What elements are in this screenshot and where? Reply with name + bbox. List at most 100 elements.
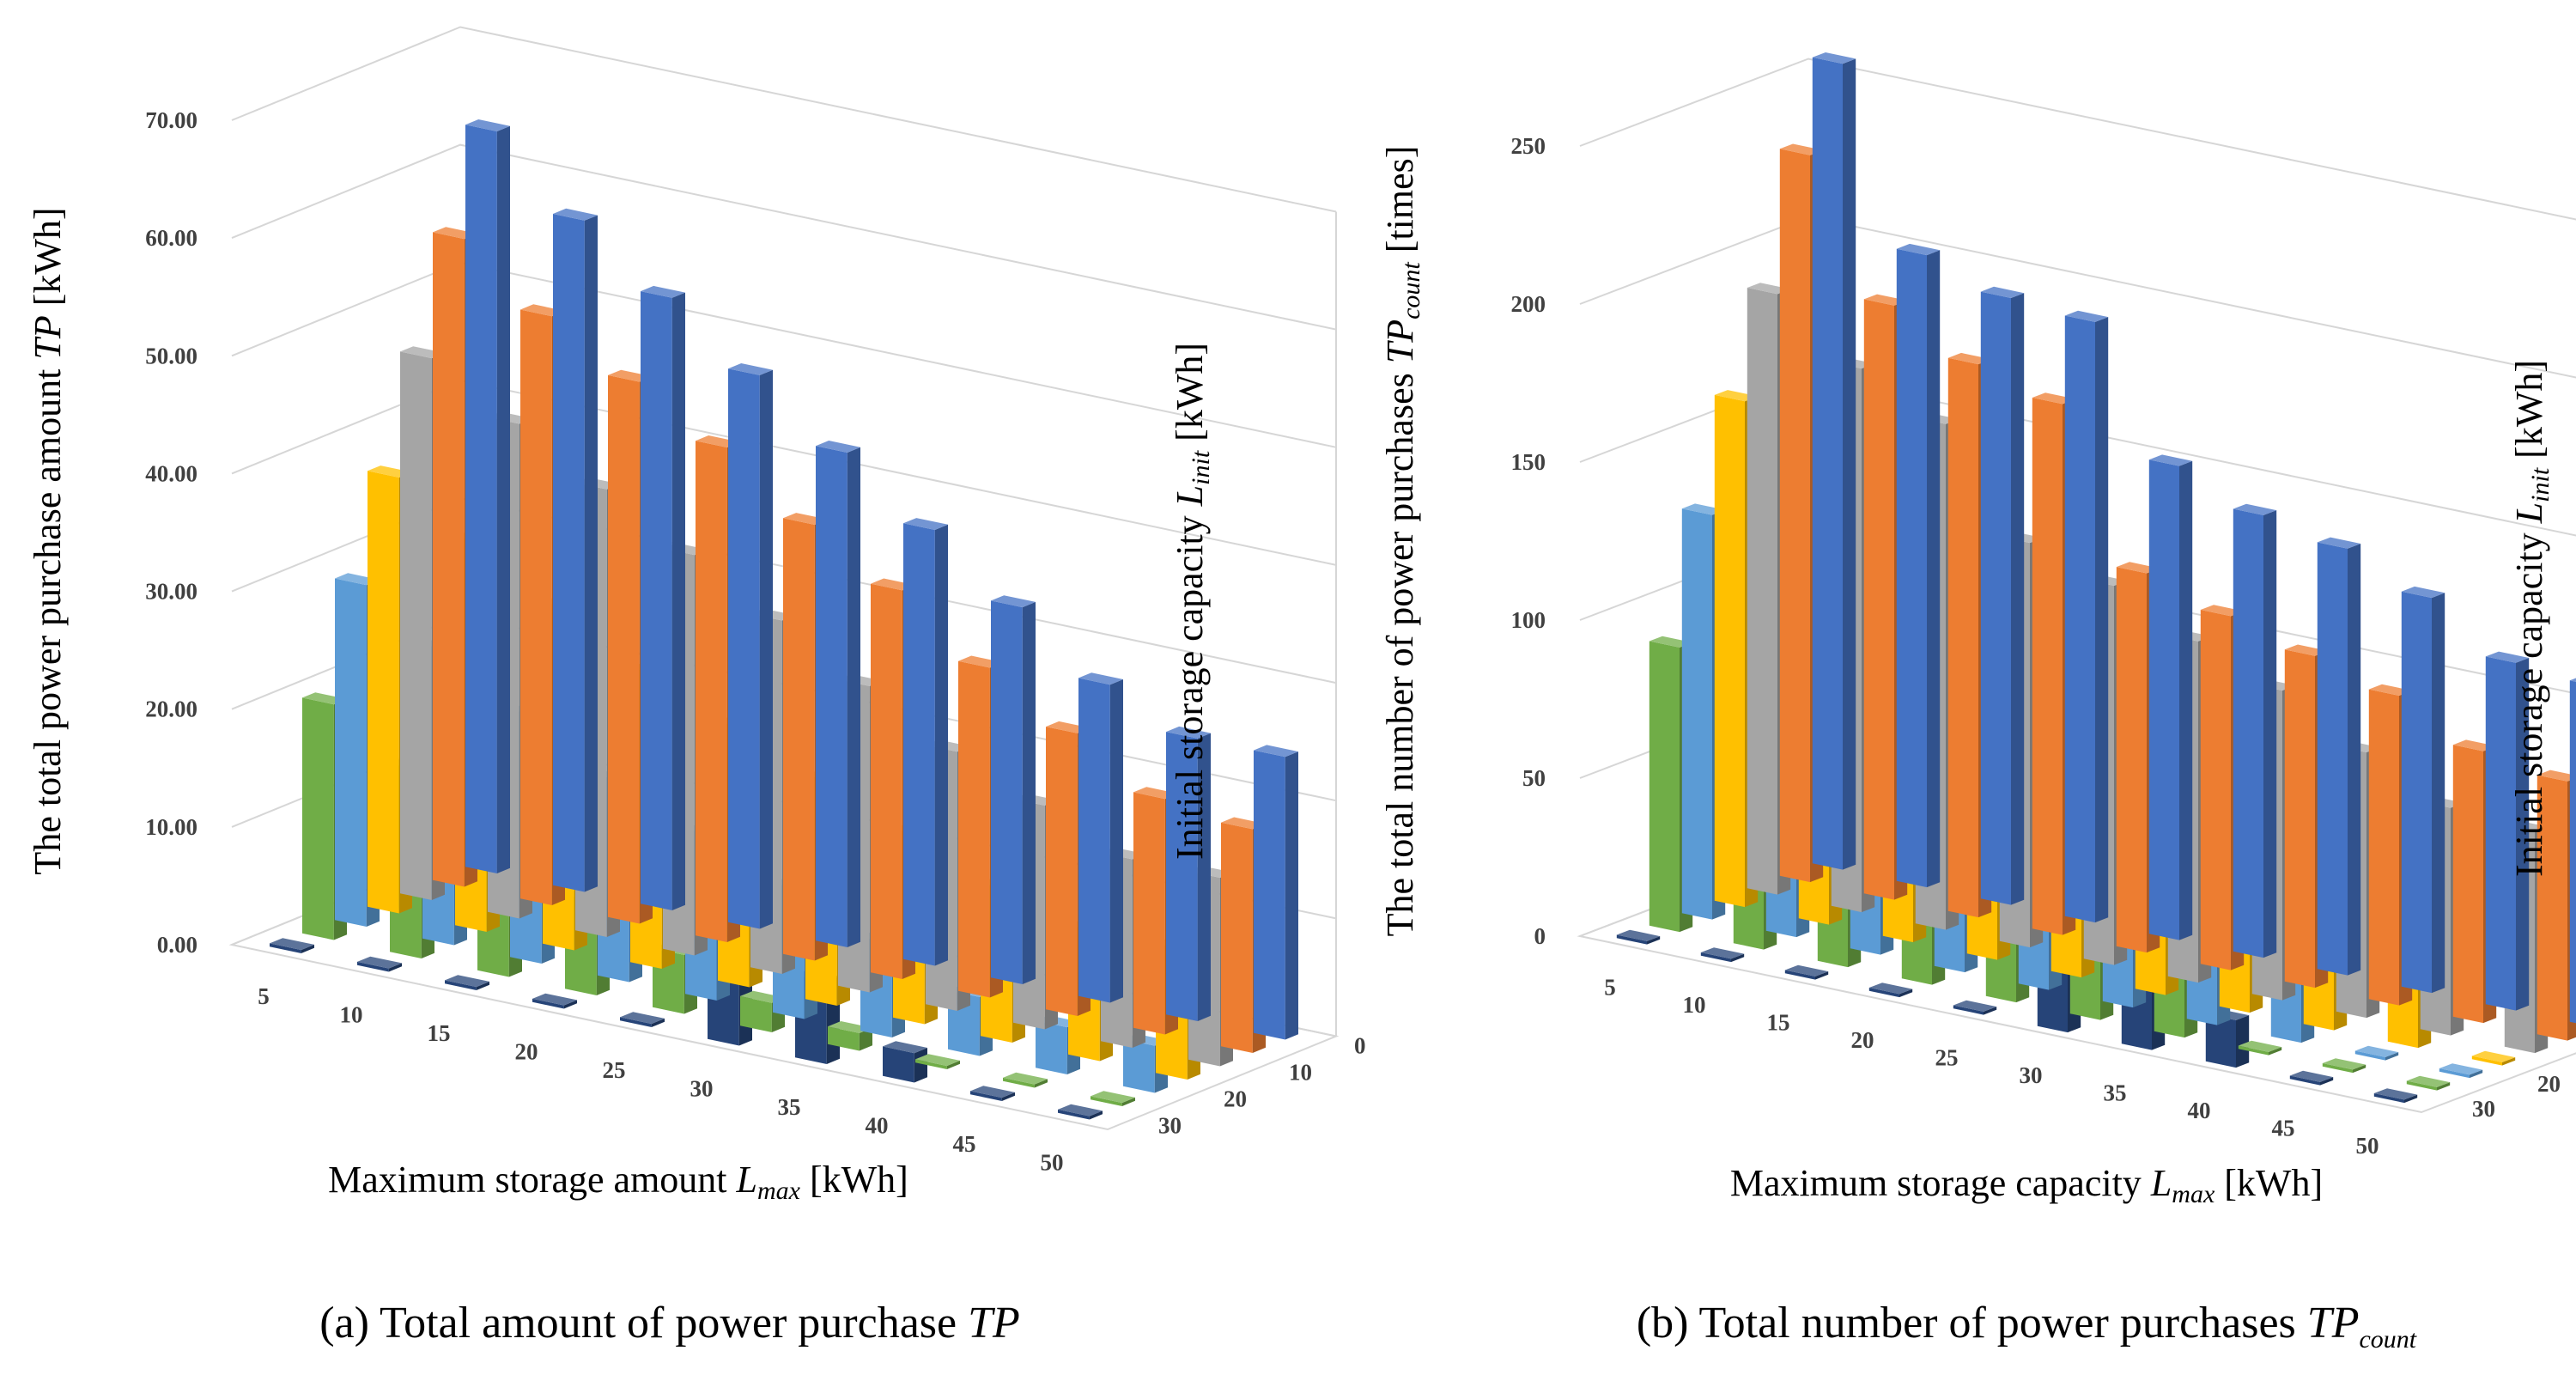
bar-30-20 [532, 993, 577, 1009]
x-axis-title-sub: max [2172, 1180, 2215, 1208]
caption-var: TP [2307, 1299, 2360, 1348]
x-tick-label: 35 [778, 1094, 801, 1120]
bar-side [946, 1060, 960, 1069]
bar-front [1863, 299, 1894, 900]
bar-front [2116, 567, 2147, 953]
bar-side [847, 447, 860, 947]
bar-front [532, 998, 564, 1009]
x-tick-label: 25 [603, 1057, 626, 1083]
bar-front [1078, 678, 1110, 1003]
bar-front [883, 1046, 914, 1083]
bar-top [445, 975, 489, 988]
bar-top [2148, 454, 2193, 466]
bar-top [1078, 672, 1123, 685]
bar-0-50 [2569, 678, 2576, 1024]
bar-side [1731, 953, 1745, 963]
x-tick-label: 10 [1683, 992, 1706, 1018]
bar-30-20 [1868, 983, 1913, 998]
bar-25-50 [1091, 1091, 1135, 1106]
x-tick-label: 20 [1851, 1027, 1874, 1053]
bar-top [1003, 1072, 1048, 1085]
bar-front [302, 697, 334, 940]
bar-front [915, 1059, 947, 1069]
bar-30-15 [445, 975, 489, 990]
bar-front [1058, 1109, 1090, 1120]
bar-front [1980, 291, 2011, 905]
bar-side [859, 1027, 872, 1051]
bar-front [1779, 149, 1810, 883]
bar-0-5 [1812, 52, 1856, 870]
bar-front [1947, 357, 1978, 918]
bar-side [1001, 1092, 1015, 1101]
bar-top [2200, 605, 2245, 617]
bar-side [2404, 1094, 2418, 1104]
bar-side [2385, 1052, 2399, 1061]
gridline [1579, 58, 2576, 221]
bar-0-15 [641, 285, 685, 911]
bar-front [903, 523, 935, 966]
bar-front [620, 1017, 652, 1027]
bar-top [2373, 1088, 2418, 1100]
bar-front [1046, 727, 1078, 1016]
bar-side [2470, 1069, 2483, 1079]
bar-30-25 [620, 1012, 665, 1027]
bar-top [1812, 52, 1856, 64]
bar-30-25 [1953, 1000, 1997, 1015]
bar-front [608, 374, 640, 924]
bar-front [1036, 1020, 1067, 1074]
x-tick-label: 5 [1604, 974, 1616, 1000]
y-tick-label: 200 [1511, 291, 1546, 317]
bar-0-25 [816, 441, 860, 947]
bar-front [368, 471, 399, 914]
bar-side [2516, 658, 2530, 1011]
bar-front [2289, 1075, 2320, 1086]
bar-top [2354, 1045, 2399, 1057]
bar-side [1022, 601, 1036, 984]
bar-25-45 [1003, 1072, 1048, 1088]
bar-side [1927, 250, 1941, 888]
bar-top [1863, 294, 1908, 306]
bar-0-40 [1078, 672, 1123, 1003]
bar-30-10 [357, 956, 402, 972]
bar-side [2432, 593, 2445, 994]
bar-top [2238, 1040, 2282, 1052]
bar-0-45 [2485, 651, 2530, 1011]
x-axis-title-main: Maximum storage amount [328, 1159, 736, 1201]
bar-side [1984, 1007, 1997, 1015]
y-axis-title-unit: [times] [1379, 146, 1421, 263]
z-axis-title-main: Initial storage capacity [2508, 523, 2550, 877]
bar-top [1700, 947, 1745, 959]
z-tick-label: 20 [1224, 1086, 1247, 1111]
bar-front [816, 446, 848, 947]
bar-side [1899, 989, 1913, 998]
x-tick-label: 30 [690, 1075, 714, 1101]
caption-main: (a) Total amount of power purchase [319, 1299, 968, 1348]
bar-side [476, 981, 489, 990]
bar-front [270, 943, 301, 953]
bar-top [2317, 537, 2361, 549]
chart-total-count: 0501001502002505101520253035404550010203… [1379, 52, 2576, 1354]
bar-top [2032, 392, 2076, 405]
bar-top [1254, 745, 1298, 757]
bar-25-40 [2238, 1040, 2282, 1056]
bar-top [2537, 770, 2576, 782]
z-tick-label: 30 [2472, 1096, 2495, 1122]
z-axis-title: Initial storage capacity Linit [kWh] [2508, 360, 2555, 877]
bar-25-45 [2322, 1058, 2366, 1074]
bar-20-50 [2439, 1063, 2483, 1079]
x-tick-label: 40 [2188, 1098, 2211, 1123]
bar-top [1779, 143, 1824, 155]
bar-front [1953, 1005, 1984, 1015]
bar-side [2179, 460, 2193, 940]
bar-30-45 [2289, 1070, 2334, 1086]
bar-front [520, 309, 552, 905]
bar-25-40 [915, 1054, 960, 1069]
bar-front [433, 232, 465, 887]
y-axis-title-main: The total number of power purchases [1379, 363, 1421, 936]
bar-side [496, 125, 510, 874]
x-tick-label: 45 [953, 1131, 976, 1157]
bar-top [1947, 352, 1992, 365]
bar-0-45 [1166, 726, 1211, 1021]
bar-side [2236, 1015, 2250, 1068]
